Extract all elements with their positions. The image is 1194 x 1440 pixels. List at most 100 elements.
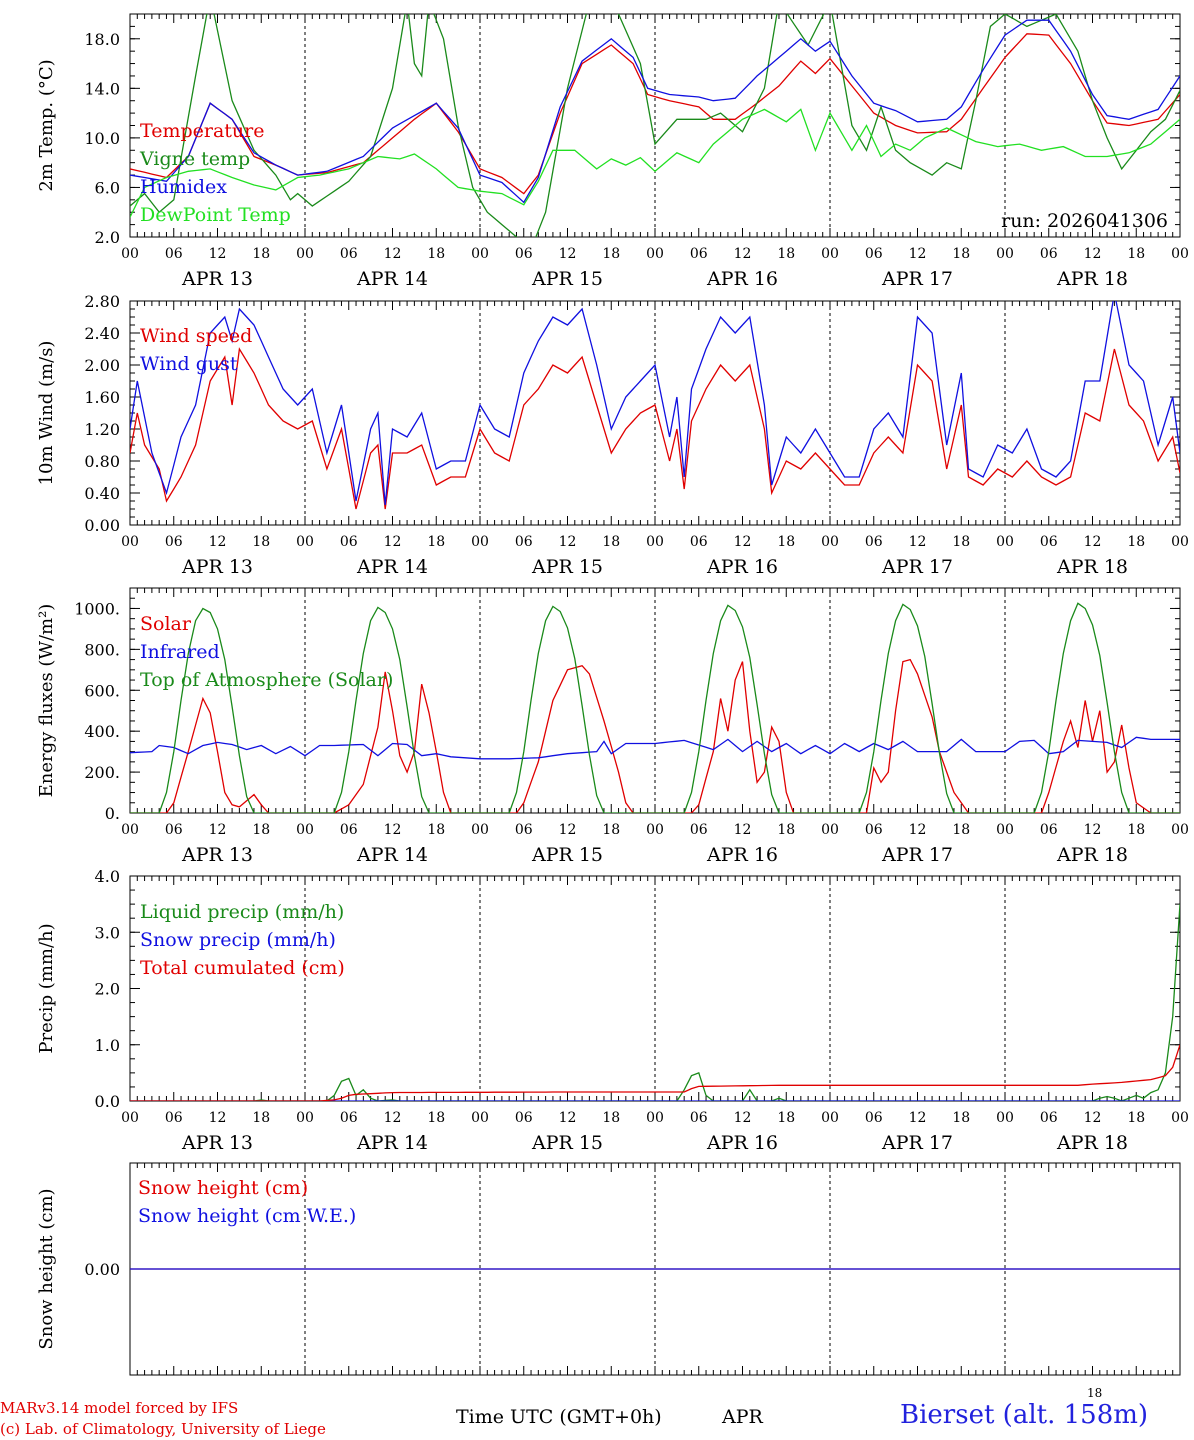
x-tick-label: 00 [996,246,1014,262]
y-tick-label: 2.0 [95,980,120,999]
day-label: APR 15 [531,556,603,578]
x-tick-label: 00 [296,1110,314,1126]
legend-entry: Liquid precip (mm/h) [140,901,344,923]
y-tick-label: 2.0 [95,228,120,247]
x-tick-label: 00 [471,534,489,550]
x-tick-label: 06 [865,534,883,550]
x-tick-label: 00 [646,1110,664,1126]
x-tick-label: 18 [602,246,620,262]
y-tick-label: 0.0 [95,1092,120,1111]
x-tick-label: 18 [602,1110,620,1126]
y-tick-label: 2.00 [84,356,120,375]
x-tick-label: 12 [1084,822,1102,838]
x-axis-superscript: 18 [1087,1386,1103,1400]
y-axis-label: Snow height (cm) [36,1188,57,1349]
x-tick-label: 12 [209,534,227,550]
x-tick-label: 00 [296,822,314,838]
x-tick-label: 00 [821,1110,839,1126]
x-tick-label: 12 [209,1110,227,1126]
x-tick-label: 00 [1171,534,1189,550]
x-tick-label: 00 [1171,246,1189,262]
x-tick-label: 18 [952,246,970,262]
panel-2-frame [129,300,1181,526]
x-tick-label: 12 [734,822,752,838]
x-tick-label: 06 [865,822,883,838]
legend-entry: Total cumulated (cm) [140,957,345,979]
x-tick-label: 06 [1040,246,1058,262]
x-tick-label: 12 [559,822,577,838]
x-tick-label: 12 [909,1110,927,1126]
x-tick-label: 00 [1171,822,1189,838]
legend-entry: Wind speed [140,325,252,347]
x-tick-label: 12 [384,1110,402,1126]
x-tick-label: 00 [996,1110,1014,1126]
x-tick-label: 00 [471,822,489,838]
x-tick-label: 12 [909,534,927,550]
x-tick-label: 18 [952,1110,970,1126]
x-tick-label: 18 [952,822,970,838]
day-label: APR 17 [881,844,953,866]
series-humidex [130,19,1180,204]
x-tick-label: 06 [1040,534,1058,550]
x-tick-label: 06 [1040,822,1058,838]
x-tick-label: 18 [1127,822,1145,838]
x-tick-label: 00 [821,534,839,550]
y-tick-label: 18.0 [84,30,120,49]
x-tick-label: 18 [252,534,270,550]
x-tick-label: 18 [252,246,270,262]
y-tick-label: 0.00 [84,516,120,535]
legend-entry: Snow precip (mm/h) [140,929,336,951]
y-tick-label: 400. [84,722,120,741]
y-tick-label: 800. [84,640,120,659]
x-tick-label: 00 [121,534,139,550]
x-tick-label: 12 [1084,246,1102,262]
series-infrared [130,736,1180,760]
y-tick-label: 1000. [74,599,120,618]
day-label: APR 13 [181,268,253,290]
x-tick-label: 06 [165,534,183,550]
day-label: APR 18 [1056,1132,1128,1154]
y-tick-label: 2.80 [84,292,120,311]
legend-entry: Temperature [140,120,264,142]
day-label: APR 18 [1056,268,1128,290]
x-tick-label: 12 [384,822,402,838]
day-label: APR 16 [706,556,778,578]
x-tick-label: 00 [996,534,1014,550]
x-tick-label: 12 [384,246,402,262]
x-tick-label: 06 [690,534,708,550]
x-tick-label: 18 [427,246,445,262]
legend-entry: Snow height (cm) [138,1177,308,1199]
day-label: APR 14 [356,268,428,290]
day-label: APR 15 [531,268,603,290]
x-tick-label: 00 [121,822,139,838]
x-tick-label: 18 [777,1110,795,1126]
x-tick-label: 12 [1084,534,1102,550]
y-tick-label: 1.0 [95,1036,120,1055]
x-tick-label: 06 [1040,1110,1058,1126]
y-tick-label: 600. [84,681,120,700]
y-tick-label: 0.80 [84,452,120,471]
x-tick-label: 18 [1127,246,1145,262]
x-tick-label: 06 [865,1110,883,1126]
x-tick-label: 18 [427,534,445,550]
x-tick-label: 06 [515,822,533,838]
day-label: APR 17 [881,268,953,290]
series-wind-speed [130,347,1180,510]
y-axis-label: Energy fluxes (W/m²) [36,604,57,798]
day-label: APR 17 [881,1132,953,1154]
day-label: APR 15 [531,1132,603,1154]
legend-entry: Solar [140,613,192,635]
x-tick-label: 18 [1127,1110,1145,1126]
x-tick-label: 12 [209,822,227,838]
run-annotation: run: 2026041306 [1001,210,1168,232]
y-axis-label: Precip (mm/h) [36,923,57,1053]
y-tick-label: 14.0 [84,79,120,98]
x-tick-label: 06 [165,246,183,262]
day-label: APR 16 [706,844,778,866]
x-tick-label: 12 [909,246,927,262]
day-label: APR 13 [181,1132,253,1154]
x-tick-label: 18 [777,534,795,550]
x-tick-label: 12 [734,534,752,550]
legend-entry: Top of Atmosphere (Solar) [140,669,393,691]
